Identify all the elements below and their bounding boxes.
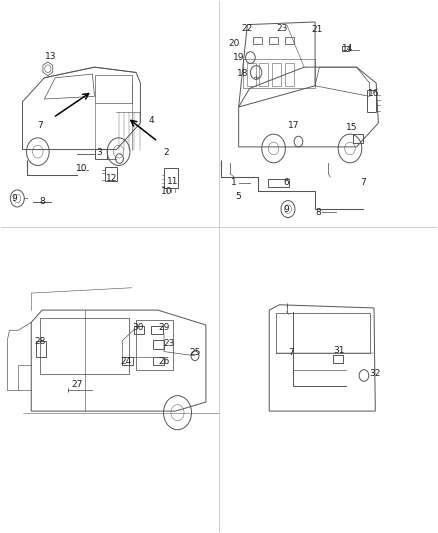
Text: 7: 7 (288, 348, 294, 357)
Bar (286, 37, 294, 44)
Text: 10: 10 (76, 164, 87, 173)
Bar (269, 37, 278, 44)
Bar (122, 357, 134, 365)
Bar (243, 59, 315, 88)
Bar (151, 326, 162, 334)
Text: 12: 12 (106, 174, 118, 183)
Text: 5: 5 (236, 192, 241, 201)
Text: 11: 11 (167, 177, 179, 186)
Text: 21: 21 (311, 26, 323, 35)
Text: 23: 23 (277, 24, 288, 33)
Bar (136, 320, 173, 370)
Bar (40, 318, 130, 374)
Bar (134, 326, 145, 334)
Bar (342, 46, 349, 51)
Bar (259, 63, 268, 86)
Text: 19: 19 (233, 53, 244, 62)
Text: 10: 10 (161, 187, 173, 196)
Text: 8: 8 (316, 208, 321, 217)
Text: 28: 28 (34, 337, 46, 346)
Bar (36, 341, 46, 357)
Bar (353, 134, 363, 143)
Text: 3: 3 (96, 148, 102, 157)
Bar (164, 167, 178, 188)
Bar (95, 75, 132, 103)
Bar (333, 355, 343, 364)
Bar (268, 179, 289, 187)
Text: 15: 15 (346, 123, 358, 132)
Bar (95, 149, 107, 159)
Text: 30: 30 (132, 323, 144, 332)
Text: 27: 27 (71, 380, 83, 389)
Text: 29: 29 (159, 323, 170, 332)
Bar (253, 37, 262, 44)
Text: 14: 14 (342, 44, 353, 53)
Text: 22: 22 (242, 24, 253, 33)
Text: 23: 23 (163, 339, 174, 348)
Bar (152, 341, 164, 349)
Text: 7: 7 (360, 178, 366, 187)
Text: 20: 20 (229, 39, 240, 48)
Text: 16: 16 (368, 89, 380, 98)
Text: 32: 32 (370, 369, 381, 378)
Text: 9: 9 (284, 205, 290, 214)
Text: 1: 1 (231, 178, 237, 187)
Text: 17: 17 (287, 121, 299, 130)
Text: 6: 6 (284, 178, 290, 187)
Bar (247, 63, 256, 86)
Bar (272, 63, 281, 86)
Text: 25: 25 (189, 348, 201, 357)
Bar (286, 63, 294, 86)
Text: 2: 2 (164, 148, 170, 157)
Text: 8: 8 (39, 197, 45, 206)
Bar (152, 357, 164, 365)
Text: 7: 7 (37, 121, 43, 130)
Text: 9: 9 (11, 194, 17, 203)
Text: 31: 31 (333, 346, 345, 355)
Bar (276, 313, 370, 353)
Text: 18: 18 (237, 69, 249, 78)
Text: 26: 26 (159, 357, 170, 366)
Bar (367, 90, 376, 112)
Bar (105, 166, 117, 181)
Text: 24: 24 (121, 357, 132, 366)
Text: 4: 4 (148, 116, 154, 125)
Text: 13: 13 (45, 52, 57, 61)
